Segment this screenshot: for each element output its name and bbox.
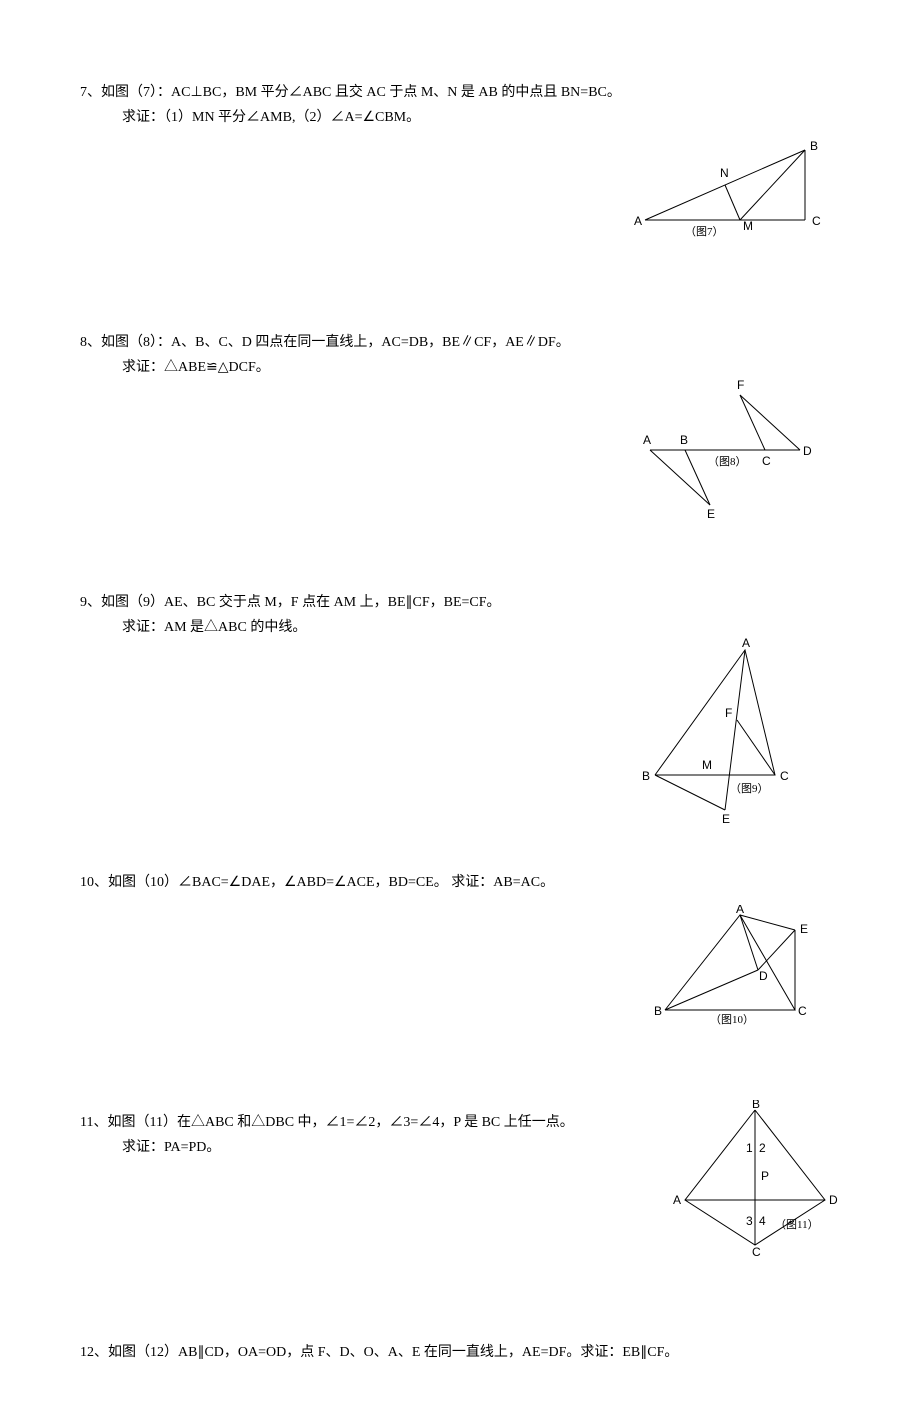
problem-9-line2: 求证：AM 是△ABC 的中线。 — [80, 620, 306, 635]
problem-9: 9、如图（9）AE、BC 交于点 M，F 点在 AM 上，BE∥CF，BE=CF… — [80, 590, 840, 810]
problem-9-text: 9、如图（9）AE、BC 交于点 M，F 点在 AM 上，BE∥CF，BE=CF… — [80, 590, 840, 640]
problem-8-num: 8、 — [80, 335, 101, 350]
figure-10: A B C D E （图10） — [650, 905, 820, 1028]
problem-8: 8、如图（8）：A、B、C、D 四点在同一直线上，AC=DB，BE∥CF，AE∥… — [80, 330, 840, 530]
problem-7-line1: 如图（7）：AC⊥BC，BM 平分∠ABC 且交 AC 于点 M、N 是 AB … — [101, 85, 621, 100]
problem-11-line1: 如图（11）在△ABC 和△DBC 中，∠1=∠2，∠3=∠4，P 是 BC 上… — [107, 1115, 573, 1130]
fig10-label-B: B — [654, 1004, 662, 1018]
problem-10: 10、如图（10）∠BAC=∠DAE，∠ABD=∠ACE，BD=CE。 求证：A… — [80, 870, 840, 1050]
fig10-caption: （图10） — [710, 1013, 754, 1025]
problem-12-num: 12、 — [80, 1345, 108, 1360]
fig8-label-B: B — [680, 433, 688, 447]
fig11-label-A: A — [673, 1193, 681, 1207]
fig11-label-C: C — [752, 1245, 761, 1259]
fig11-angle-2: 2 — [759, 1141, 766, 1155]
fig9-label-A: A — [742, 636, 750, 650]
figure-7: A B C M N （图7） — [630, 135, 830, 248]
fig7-caption: （图7） — [685, 225, 724, 238]
problem-11-line2: 求证：PA=PD。 — [80, 1140, 220, 1155]
fig10-label-C: C — [798, 1004, 807, 1018]
fig8-label-D: D — [803, 444, 812, 458]
fig7-label-B: B — [810, 139, 818, 153]
problem-7-line2: 求证：（1）MN 平分∠AMB,（2）∠A=∠CBM。 — [80, 110, 420, 125]
fig9-label-B: B — [642, 769, 650, 783]
problem-12: 12、如图（12）AB∥CD，OA=OD，点 F、D、O、A、E 在同一直线上，… — [80, 1340, 840, 1365]
fig9-label-F: F — [725, 706, 732, 720]
figure-11: B A D C P 1 2 3 4 （图11） — [670, 1100, 840, 1263]
problem-7-num: 7、 — [80, 85, 101, 100]
problem-9-line1: 如图（9）AE、BC 交于点 M，F 点在 AM 上，BE∥CF，BE=CF。 — [101, 595, 501, 610]
fig7-label-A: A — [634, 214, 642, 228]
problem-8-text: 8、如图（8）：A、B、C、D 四点在同一直线上，AC=DB，BE∥CF，AE∥… — [80, 330, 840, 380]
fig9-label-M: M — [702, 758, 712, 772]
fig8-caption: （图8） — [708, 455, 747, 468]
problem-10-line1: 如图（10）∠BAC=∠DAE，∠ABD=∠ACE，BD=CE。 求证：AB=A… — [108, 875, 554, 890]
fig8-label-F: F — [737, 378, 744, 392]
fig11-label-P: P — [761, 1169, 769, 1183]
fig8-label-E: E — [707, 507, 715, 521]
problem-10-text: 10、如图（10）∠BAC=∠DAE，∠ABD=∠ACE，BD=CE。 求证：A… — [80, 870, 840, 895]
problem-8-line1: 如图（8）：A、B、C、D 四点在同一直线上，AC=DB，BE∥CF，AE∥DF… — [101, 335, 570, 350]
fig9-caption: （图9） — [730, 782, 769, 795]
fig7-label-C: C — [812, 214, 821, 228]
problem-11-num: 11、 — [80, 1115, 107, 1130]
problem-11: 11、如图（11）在△ABC 和△DBC 中，∠1=∠2，∠3=∠4，P 是 B… — [80, 1110, 840, 1270]
fig9-label-E: E — [722, 812, 730, 825]
fig11-angle-3: 3 — [746, 1214, 753, 1228]
fig10-label-D: D — [759, 969, 768, 983]
problem-7-text: 7、如图（7）：AC⊥BC，BM 平分∠ABC 且交 AC 于点 M、N 是 A… — [80, 80, 840, 130]
fig10-label-A: A — [736, 905, 744, 916]
fig8-label-C: C — [762, 454, 771, 468]
problem-7: 7、如图（7）：AC⊥BC，BM 平分∠ABC 且交 AC 于点 M、N 是 A… — [80, 80, 840, 260]
fig7-label-M: M — [743, 219, 753, 233]
fig9-label-C: C — [780, 769, 789, 783]
fig11-label-B: B — [752, 1100, 760, 1111]
problem-9-num: 9、 — [80, 595, 101, 610]
figure-8: A B C D E F （图8） — [640, 375, 820, 528]
fig11-angle-4: 4 — [759, 1214, 766, 1228]
fig11-label-D: D — [829, 1193, 838, 1207]
fig11-angle-1: 1 — [746, 1141, 753, 1155]
problem-10-num: 10、 — [80, 875, 108, 890]
figure-9: A B C E F M （图9） — [640, 635, 810, 828]
fig7-label-N: N — [720, 166, 729, 180]
problem-8-line2: 求证：△ABE≌△DCF。 — [80, 360, 270, 375]
fig11-caption: （图11） — [775, 1218, 819, 1231]
problem-12-line1: 如图（12）AB∥CD，OA=OD，点 F、D、O、A、E 在同一直线上，AE=… — [108, 1345, 678, 1360]
problem-11-text: 11、如图（11）在△ABC 和△DBC 中，∠1=∠2，∠3=∠4，P 是 B… — [80, 1110, 640, 1160]
document-page: 7、如图（7）：AC⊥BC，BM 平分∠ABC 且交 AC 于点 M、N 是 A… — [0, 0, 920, 1415]
fig10-label-E: E — [800, 922, 808, 936]
problem-12-text: 12、如图（12）AB∥CD，OA=OD，点 F、D、O、A、E 在同一直线上，… — [80, 1340, 840, 1365]
fig8-label-A: A — [643, 433, 651, 447]
